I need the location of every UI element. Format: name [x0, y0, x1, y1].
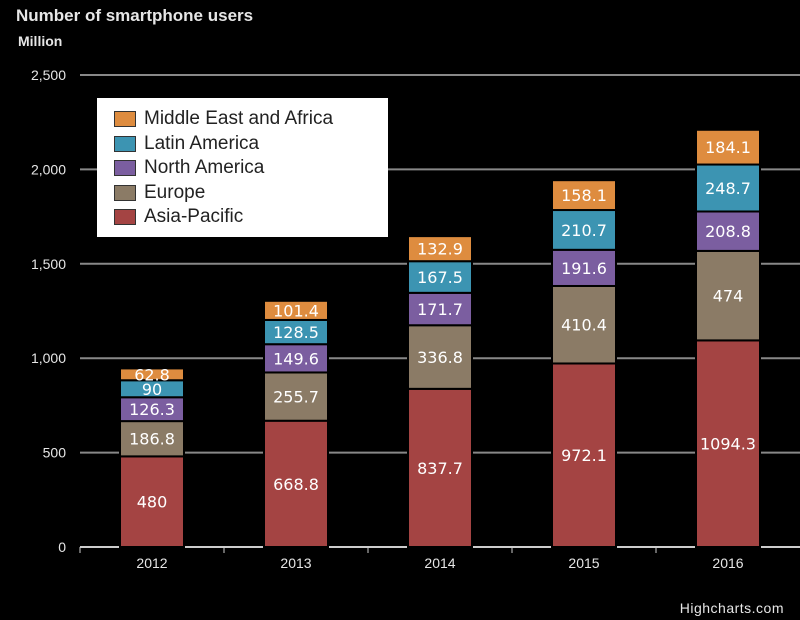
- legend-label: Europe: [144, 181, 206, 203]
- chart-title: Number of smartphone users: [16, 6, 254, 25]
- data-label: 336.8: [417, 348, 463, 367]
- data-label: 668.8: [273, 475, 319, 494]
- data-label: 101.4: [273, 301, 319, 320]
- y-tick-label: 1,500: [31, 256, 66, 272]
- legend-item[interactable]: Europe: [97, 181, 388, 206]
- legend: Middle East and Africa Latin America North…: [97, 98, 388, 237]
- legend-label: North America: [144, 157, 265, 179]
- data-label: 248.7: [705, 179, 751, 198]
- legend-item[interactable]: Asia-Pacific: [97, 205, 388, 230]
- data-label: 62.8: [134, 365, 170, 384]
- data-label: 149.6: [273, 349, 319, 368]
- x-tick-label: 2015: [568, 555, 599, 571]
- legend-swatch: [114, 160, 136, 177]
- y-tick-label: 2,000: [31, 161, 66, 177]
- data-label: 184.1: [705, 138, 751, 157]
- legend-label: Latin America: [144, 132, 260, 154]
- bar-segment: [407, 235, 473, 263]
- bar-segment: [119, 420, 185, 458]
- bar-segment: [695, 339, 761, 548]
- bar-segment: [263, 299, 329, 321]
- data-label: 837.7: [417, 459, 463, 478]
- bar-segment: [551, 179, 617, 212]
- x-tick-label: 2013: [280, 555, 311, 571]
- legend-item[interactable]: Middle East and Africa: [97, 107, 388, 132]
- y-axis-unit-label: Million: [18, 33, 63, 49]
- data-label: 208.8: [705, 222, 751, 241]
- legend-item[interactable]: North America: [97, 156, 388, 181]
- data-label: 972.1: [561, 446, 607, 465]
- data-label: 167.5: [417, 268, 463, 287]
- y-tick-label: 2,500: [31, 67, 66, 83]
- x-tick-label: 2012: [136, 555, 167, 571]
- bar-segment: [119, 455, 185, 549]
- bar-segment: [263, 318, 329, 346]
- data-label: 191.6: [561, 259, 607, 278]
- data-label: 410.4: [561, 316, 607, 335]
- bar-segment: [551, 284, 617, 365]
- data-label: 186.8: [129, 430, 175, 449]
- legend-swatch: [114, 111, 136, 128]
- x-axis-ticks: 2012 2013 2014 2015 2016: [79, 547, 744, 571]
- x-tick-label: 2014: [424, 555, 455, 571]
- legend-swatch: [114, 209, 136, 226]
- data-label: 480: [137, 493, 168, 512]
- y-tick-label: 0: [58, 539, 66, 555]
- data-label: 128.5: [273, 323, 319, 342]
- data-label: 210.7: [561, 221, 607, 240]
- data-label: 90: [142, 380, 162, 399]
- data-label: 1094.3: [700, 435, 756, 454]
- bar-segment: [407, 387, 473, 549]
- data-label: 474: [713, 287, 744, 306]
- chart-credit-link[interactable]: Highcharts.com: [679, 600, 784, 616]
- bar-segment: [695, 163, 761, 213]
- data-label: 255.7: [273, 388, 319, 407]
- data-label: 132.9: [417, 240, 463, 259]
- legend-item[interactable]: Latin America: [97, 132, 388, 157]
- bar-segment: [695, 128, 761, 166]
- y-axis-ticks: 0 500 1,000 1,500 2,000 2,500: [31, 67, 66, 555]
- y-tick-label: 500: [43, 445, 67, 461]
- legend-label: Middle East and Africa: [144, 108, 334, 130]
- y-tick-label: 1,000: [31, 350, 66, 366]
- data-label: 126.3: [129, 400, 175, 419]
- legend-swatch: [114, 184, 136, 201]
- bar-segment: [263, 371, 329, 422]
- bar-segment: [119, 367, 185, 382]
- bar-segment: [407, 291, 473, 327]
- x-tick-label: 2016: [712, 555, 743, 571]
- legend-swatch: [114, 135, 136, 152]
- legend-label: Asia-Pacific: [144, 206, 244, 228]
- bar-segment: [263, 343, 329, 374]
- bar-segment: [407, 260, 473, 294]
- data-label: 171.7: [417, 300, 463, 319]
- data-label: 158.1: [561, 186, 607, 205]
- bar-segment: [551, 362, 617, 549]
